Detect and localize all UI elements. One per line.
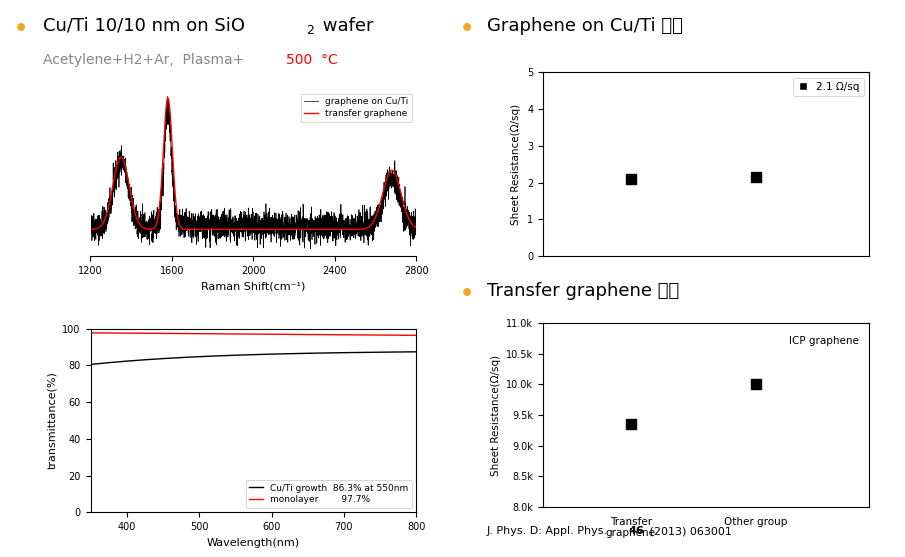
Legend: 2.1 Ω/sq: 2.1 Ω/sq <box>793 77 863 96</box>
transfer graphene <box>162 95 173 101</box>
monolayer        97.7% <box>240 331 251 338</box>
Text: Graphene on Cu/Ti 저항: Graphene on Cu/Ti 저항 <box>487 17 682 35</box>
Text: J. Phys. D: Appl. Phys.: J. Phys. D: Appl. Phys. <box>487 526 612 536</box>
transfer graphene <box>210 226 221 233</box>
Cu/Ti growth  86.3% at 550nm <box>262 351 272 358</box>
Line: Cu/Ti growth  86.3% at 550nm: Cu/Ti growth 86.3% at 550nm <box>90 352 416 364</box>
Text: wafer: wafer <box>317 17 373 35</box>
Y-axis label: Sheet Resistance(Ω/sq): Sheet Resistance(Ω/sq) <box>491 354 500 476</box>
Text: •: • <box>460 284 474 304</box>
Line: graphene on Cu/Ti: graphene on Cu/Ti <box>90 97 416 248</box>
Point <box>748 173 763 182</box>
Text: Transfer graphene 저항: Transfer graphene 저항 <box>487 282 679 300</box>
graphene on Cu/Ti <box>85 220 96 227</box>
Legend: graphene on Cu/Ti, transfer graphene: graphene on Cu/Ti, transfer graphene <box>300 94 412 121</box>
graphene on Cu/Ti <box>122 179 133 185</box>
graphene on Cu/Ti <box>411 224 422 231</box>
monolayer        97.7% <box>279 331 290 338</box>
Text: Acetylene+H2+Ar,  Plasma+: Acetylene+H2+Ar, Plasma+ <box>43 53 244 67</box>
Point <box>748 380 763 389</box>
Cu/Ti growth  86.3% at 550nm <box>352 349 363 356</box>
graphene on Cu/Ti <box>369 208 380 215</box>
Legend: Cu/Ti growth  86.3% at 550nm, monolayer        97.7%: Cu/Ti growth 86.3% at 550nm, monolayer 9… <box>245 480 412 508</box>
transfer graphene <box>122 174 133 180</box>
graphene on Cu/Ti <box>224 224 235 231</box>
graphene on Cu/Ti <box>210 239 221 246</box>
transfer graphene <box>203 226 214 233</box>
Text: Cu/Ti 10/10 nm on SiO: Cu/Ti 10/10 nm on SiO <box>43 17 245 35</box>
Cu/Ti growth  86.3% at 550nm <box>242 351 252 358</box>
transfer graphene <box>369 215 380 222</box>
transfer graphene <box>411 224 422 231</box>
Text: •: • <box>14 19 28 40</box>
Text: 500  °C: 500 °C <box>286 53 338 67</box>
Cu/Ti growth  86.3% at 550nm <box>403 349 414 355</box>
Y-axis label: Sheet Resistance(Ω/sq): Sheet Resistance(Ω/sq) <box>511 104 521 225</box>
graphene on Cu/Ti <box>405 216 415 222</box>
graphene on Cu/Ti <box>162 94 173 100</box>
monolayer        97.7% <box>352 331 363 338</box>
monolayer        97.7% <box>403 332 414 339</box>
Text: Cu/Ti: Cu/Ti <box>617 339 643 349</box>
transfer graphene <box>224 226 235 233</box>
Point <box>624 420 638 429</box>
Cu/Ti growth  86.3% at 550nm <box>85 361 96 368</box>
Text: 2: 2 <box>306 24 314 37</box>
Point <box>624 174 638 183</box>
graphene on Cu/Ti <box>305 245 316 252</box>
Cu/Ti growth  86.3% at 550nm <box>240 351 251 358</box>
Y-axis label: transmittance(%): transmittance(%) <box>47 372 57 470</box>
transfer graphene <box>405 218 415 224</box>
transfer graphene <box>85 226 96 233</box>
Text: 46: 46 <box>628 526 643 536</box>
Line: monolayer        97.7%: monolayer 97.7% <box>90 333 416 335</box>
graphene on Cu/Ti <box>141 236 152 242</box>
Text: •: • <box>460 19 474 40</box>
X-axis label: Raman Shift(cm⁻¹): Raman Shift(cm⁻¹) <box>201 281 306 291</box>
monolayer        97.7% <box>262 331 272 338</box>
monolayer        97.7% <box>411 332 422 339</box>
Text: graphene on Cu/Ti: graphene on Cu/Ti <box>708 339 804 349</box>
transfer graphene <box>141 226 152 232</box>
Cu/Ti growth  86.3% at 550nm <box>279 350 290 357</box>
monolayer        97.7% <box>85 330 96 336</box>
Line: transfer graphene: transfer graphene <box>90 98 416 229</box>
Text: ICP graphene: ICP graphene <box>789 336 859 346</box>
Text: (2013) 063001: (2013) 063001 <box>646 526 732 536</box>
Cu/Ti growth  86.3% at 550nm <box>411 349 422 355</box>
monolayer        97.7% <box>242 331 252 338</box>
X-axis label: Wavelength(nm): Wavelength(nm) <box>207 538 300 548</box>
